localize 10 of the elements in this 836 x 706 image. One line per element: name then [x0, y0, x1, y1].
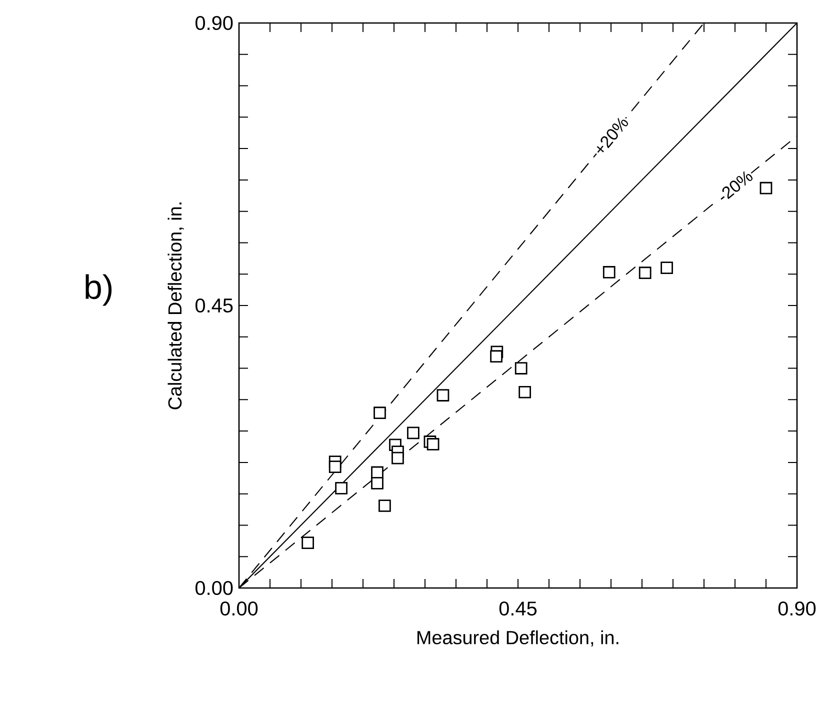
x-tick-label: 0.00 [220, 601, 258, 616]
x-tick-label: 0.90 [778, 601, 816, 616]
y-tick-label: 0.45 [195, 298, 233, 313]
x-tick-label: 0.45 [499, 601, 537, 616]
y-tick-label: 0.00 [195, 580, 233, 596]
annotation: -20% [720, 171, 752, 200]
text: b) [86, 274, 112, 306]
y-tick-label: 0.90 [195, 16, 233, 30]
y-axis-title: Calculated Deflection, in. [168, 202, 184, 410]
x-axis-title: Measured Deflection, in. [417, 630, 618, 647]
